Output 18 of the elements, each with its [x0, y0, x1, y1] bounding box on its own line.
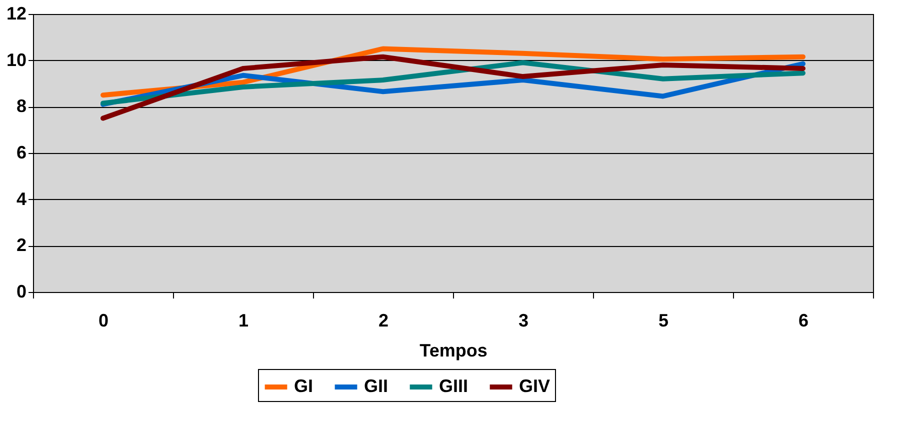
legend-label: GIII	[439, 376, 468, 396]
y-tick-label: 0	[16, 282, 26, 302]
x-tick-label: 3	[518, 310, 529, 330]
y-tick-label: 12	[6, 4, 26, 24]
x-tick-label: 0	[98, 310, 109, 330]
legend-label: GIV	[519, 376, 550, 396]
x-tick-label: 2	[378, 310, 389, 330]
legend-label: GII	[364, 376, 388, 396]
x-tick-label: 5	[658, 310, 669, 330]
x-tick-label: 6	[798, 310, 809, 330]
y-tick-label: 6	[16, 142, 26, 162]
legend-label: GI	[294, 376, 314, 396]
x-tick-label: 1	[238, 310, 249, 330]
y-tick-label: 4	[16, 188, 26, 209]
x-axis-title: Tempos	[420, 340, 488, 360]
y-tick-label: 2	[16, 235, 26, 256]
y-tick-label: 8	[16, 96, 26, 116]
y-tick-label: 10	[6, 50, 26, 70]
